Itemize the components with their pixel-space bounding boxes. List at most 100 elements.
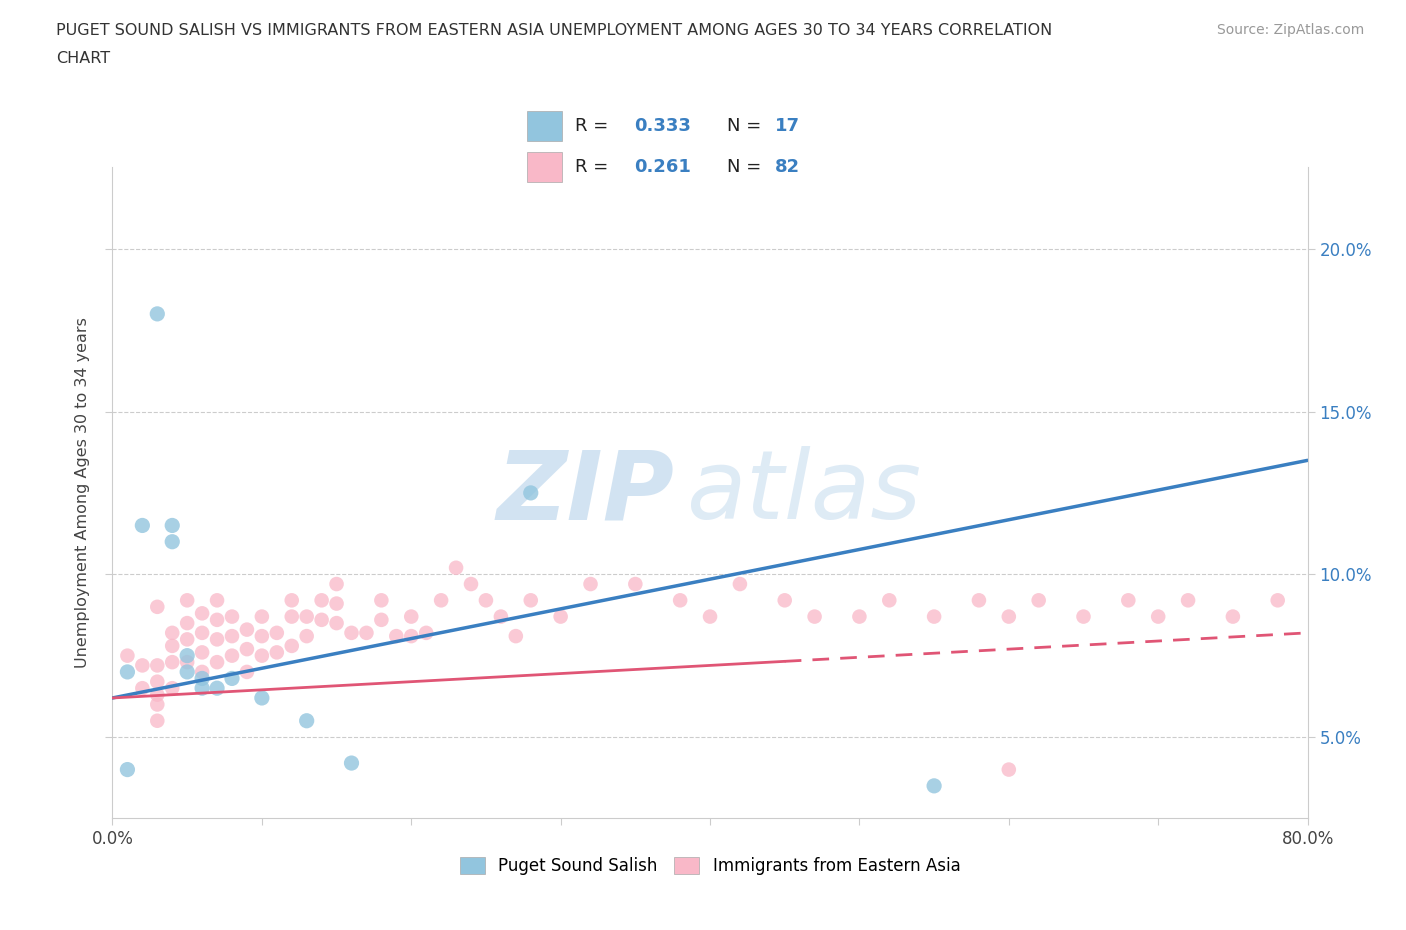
Point — [311, 593, 333, 608]
Point — [370, 593, 392, 608]
Point — [1177, 593, 1199, 608]
Point — [325, 577, 347, 591]
Point — [281, 639, 304, 654]
Point — [430, 593, 453, 608]
Text: 82: 82 — [775, 158, 800, 176]
Point — [922, 778, 945, 793]
Point — [176, 665, 198, 680]
Point — [117, 665, 139, 680]
Point — [191, 606, 214, 621]
Point — [325, 596, 347, 611]
Point — [162, 655, 183, 670]
Point — [131, 658, 153, 673]
Point — [967, 593, 990, 608]
Point — [221, 629, 243, 644]
Point — [1118, 593, 1140, 608]
Text: PUGET SOUND SALISH VS IMMIGRANTS FROM EASTERN ASIA UNEMPLOYMENT AMONG AGES 30 TO: PUGET SOUND SALISH VS IMMIGRANTS FROM EA… — [56, 23, 1053, 38]
Point — [162, 535, 183, 550]
Point — [250, 629, 273, 644]
Point — [1267, 593, 1289, 608]
Point — [1222, 609, 1244, 624]
Point — [370, 613, 392, 628]
Point — [236, 665, 259, 680]
Point — [295, 713, 318, 728]
Point — [325, 616, 347, 631]
Point — [176, 616, 198, 631]
Text: N =: N = — [727, 117, 766, 135]
Point — [520, 485, 543, 500]
Point — [191, 626, 214, 641]
Point — [162, 639, 183, 654]
Point — [191, 671, 214, 686]
Point — [998, 763, 1021, 777]
Point — [669, 593, 692, 608]
Point — [205, 593, 228, 608]
Point — [146, 307, 169, 322]
Bar — [527, 112, 561, 141]
Point — [281, 593, 304, 608]
Point — [505, 629, 527, 644]
Text: Source: ZipAtlas.com: Source: ZipAtlas.com — [1216, 23, 1364, 37]
Text: 0.261: 0.261 — [634, 158, 690, 176]
Point — [340, 755, 363, 770]
Point — [176, 632, 198, 647]
Text: atlas: atlas — [686, 446, 921, 539]
Text: R =: R = — [575, 158, 614, 176]
Point — [117, 648, 139, 663]
Text: CHART: CHART — [56, 51, 110, 66]
Point — [401, 629, 423, 644]
Point — [550, 609, 572, 624]
Point — [131, 518, 153, 533]
Text: N =: N = — [727, 158, 766, 176]
Point — [579, 577, 602, 591]
Point — [728, 577, 751, 591]
Point — [117, 763, 139, 777]
Point — [803, 609, 825, 624]
Point — [624, 577, 647, 591]
Point — [415, 626, 437, 641]
Point — [295, 609, 318, 624]
Point — [281, 609, 304, 624]
Point — [311, 613, 333, 628]
Point — [236, 642, 259, 657]
Point — [266, 626, 288, 641]
Bar — [527, 152, 561, 182]
Point — [340, 626, 363, 641]
Point — [1028, 593, 1050, 608]
Point — [520, 593, 543, 608]
Point — [401, 609, 423, 624]
Point — [205, 632, 228, 647]
Point — [444, 560, 467, 575]
Point — [266, 645, 288, 660]
Point — [460, 577, 482, 591]
Point — [191, 645, 214, 660]
Point — [146, 674, 169, 689]
Point — [489, 609, 512, 624]
Text: 0.333: 0.333 — [634, 117, 690, 135]
Y-axis label: Unemployment Among Ages 30 to 34 years: Unemployment Among Ages 30 to 34 years — [75, 317, 90, 669]
Point — [131, 681, 153, 696]
Point — [236, 622, 259, 637]
Point — [162, 626, 183, 641]
Point — [773, 593, 796, 608]
Point — [176, 648, 198, 663]
Point — [922, 609, 945, 624]
Point — [162, 681, 183, 696]
Point — [146, 600, 169, 615]
Point — [191, 665, 214, 680]
Point — [250, 609, 273, 624]
Point — [176, 655, 198, 670]
Point — [205, 613, 228, 628]
Text: R =: R = — [575, 117, 614, 135]
Point — [221, 609, 243, 624]
Point — [1147, 609, 1170, 624]
Point — [848, 609, 870, 624]
Point — [475, 593, 498, 608]
Point — [191, 681, 214, 696]
Point — [356, 626, 378, 641]
Point — [1073, 609, 1095, 624]
Point — [146, 687, 169, 702]
Point — [205, 655, 228, 670]
Point — [250, 648, 273, 663]
Point — [146, 698, 169, 712]
